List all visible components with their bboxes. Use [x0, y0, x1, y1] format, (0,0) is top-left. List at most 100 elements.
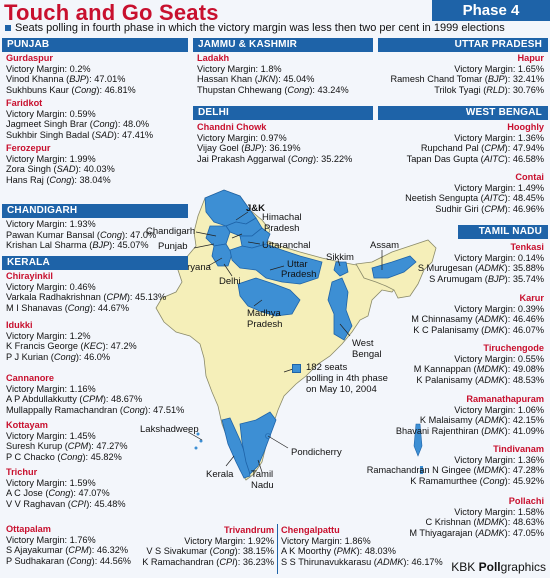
lakshadweep-dots [196, 432, 200, 436]
leader-line [253, 299, 263, 307]
section-header-wb: WEST BENGAL [378, 106, 548, 120]
candidate-runnerup: K Palanisamy (ADMK): 48.53% [416, 375, 544, 386]
map-label-lakshadweep: Lakshadweep [140, 424, 199, 435]
credit-prefix: KBK [451, 560, 479, 574]
wb-region [327, 277, 353, 341]
map-label-jk: J&K [246, 203, 266, 214]
candidate-winner: S Ajayakumar (CPM): 46.32% [6, 545, 129, 556]
candidate-runnerup: M Thiyagarajan (ADMK): 47.05% [409, 528, 544, 539]
map-label-up: Uttar [287, 259, 308, 270]
subtitle: Seats polling in fourth phase in which t… [5, 22, 505, 34]
seat-name: Gurdaspur [6, 53, 53, 63]
victory-margin: Victory Margin: 1.2% [6, 330, 91, 341]
leader-line [223, 263, 233, 277]
map-label-tn: Tamil [251, 469, 274, 480]
seat-block-karur: Karur Victory Margin: 0.39% M Chinnasamy… [411, 293, 544, 336]
seat-name: Chengalpattu [281, 525, 340, 535]
leader-line [257, 459, 263, 473]
seat-block-contai: Contai Victory Margin: 1.49% Neetish Sen… [405, 172, 544, 215]
seat-name: Tindivanam [493, 444, 544, 454]
victory-margin: Victory Margin: 1.45% [6, 430, 96, 441]
candidate-winner: A C Jose (Cong): 47.07% [6, 488, 110, 499]
victory-margin: Victory Margin: 1.86% [281, 535, 371, 546]
seat-block-cannanore: Cannanore Victory Margin: 1.16% A P Abdu… [6, 373, 184, 416]
seat-name: Faridkot [6, 98, 43, 108]
candidate-runnerup: Bhavani Rajenthiran (DMK): 41.09% [395, 426, 544, 437]
section-header-chandigarh: CHANDIGARH [2, 204, 188, 218]
candidate-winner: Suresh Kurup (CPM): 47.27% [6, 441, 128, 452]
sikkim-region [333, 261, 349, 277]
candidate-winner: A K Moorthy (PMK): 48.03% [281, 546, 396, 557]
seat-block-tenkasi: Tenkasi Victory Margin: 0.14% S Murugesa… [418, 242, 544, 285]
lakshadweep-dots [194, 446, 198, 450]
candidate-runnerup: K C Palanisamy (DMK): 46.07% [413, 325, 544, 336]
legend-line: 182 seats [306, 362, 348, 373]
map-label-mp: Pradesh [247, 319, 283, 330]
map-label-up: Pradesh [281, 269, 317, 280]
candidate-runnerup: P J Kurian (Cong): 46.0% [6, 352, 111, 363]
seat-block-ramanathapuram: Ramanathapuram Victory Margin: 1.06% K M… [396, 394, 544, 437]
candidate-runnerup: Sukhbir Singh Badal (SAD): 47.41% [6, 130, 154, 141]
candidate-winner: Vijay Goel (BJP): 36.19% [197, 143, 301, 154]
candidate-winner: C Krishnan (MDMK): 48.63% [425, 517, 544, 528]
candidate-winner: K Malaisamy (ADMK): 42.15% [419, 415, 544, 426]
seat-block-hooghly: Hooghly Victory Margin: 1.36% Rupchand P… [407, 122, 544, 165]
legend-line: polling in 4th phase [306, 373, 388, 384]
leader-line [247, 241, 261, 245]
candidate-runnerup: M I Shanavas (Cong): 44.67% [6, 303, 130, 314]
leader-line [195, 231, 217, 237]
leader-line [267, 435, 289, 449]
phase-badge: Phase 4 [432, 0, 550, 21]
victory-margin: Victory Margin: 0.46% [6, 281, 96, 292]
kerala-region [221, 417, 251, 479]
seat-block-kottayam: Kottayam Victory Margin: 1.45% Suresh Ku… [6, 420, 128, 463]
up-region [229, 243, 323, 285]
map-label-chandigarh: Chandigarh [146, 226, 196, 237]
seat-name: Cannanore [6, 373, 54, 383]
seat-block-tiruchengode: Tiruchengode Victory Margin: 0.55% M Kan… [414, 343, 544, 386]
victory-margin: Victory Margin: 0.97% [197, 132, 287, 143]
candidate-runnerup: Hans Raj (Cong): 38.04% [6, 175, 111, 186]
victory-margin: Victory Margin: 1.36% [454, 454, 544, 465]
andaman-islands [413, 423, 423, 457]
seat-block-hapur: Hapur Victory Margin: 1.65% Ramesh Chand… [390, 53, 544, 96]
candidate-winner: V S Sivakumar (Cong): 38.15% [146, 546, 274, 557]
map-label-tn: Nadu [251, 480, 274, 491]
seat-block-chandigarh: Victory Margin: 1.93% Pawan Kumar Bansal… [6, 219, 156, 251]
section-header-up: UTTAR PRADESH [378, 38, 548, 52]
victory-margin: Victory Margin: 1.99% [6, 153, 96, 164]
candidate-winner: Neetish Sengupta (AITC): 48.45% [405, 193, 544, 204]
leader-line [231, 233, 243, 239]
tn-region [239, 411, 277, 475]
candidate-runnerup: Tapan Das Gupta (AITC): 46.58% [406, 154, 544, 165]
section-header-tn: TAMIL NADU [458, 225, 548, 239]
seat-name: Chirayinkil [6, 271, 53, 281]
seat-name: Tiruchengode [483, 343, 544, 353]
map-label-assam: Assam [370, 240, 400, 251]
seat-block-ladakh: Ladakh Victory Margin: 1.8% Hassan Khan … [197, 53, 349, 96]
seat-name: Trivandrum [223, 525, 274, 535]
seat-block-trivandrum: Trivandrum Victory Margin: 1.92% V S Siv… [142, 525, 274, 568]
section-header-delhi: DELHI [193, 106, 373, 120]
seat-block-pollachi: Pollachi Victory Margin: 1.58% C Krishna… [409, 496, 544, 539]
victory-margin: Victory Margin: 0.55% [454, 353, 544, 364]
map-label-himachal: Pradesh [264, 223, 300, 234]
candidate-winner: M Kannappan (MDMK): 49.08% [413, 364, 544, 375]
seat-block-ferozepur: Ferozepur Victory Margin: 1.99% Zora Sin… [6, 143, 115, 186]
candidate-runnerup: P Sudhakaran (Cong): 44.56% [6, 556, 131, 567]
victory-margin: Victory Margin: 1.16% [6, 383, 96, 394]
leader-line [269, 265, 285, 271]
candidate-runnerup: K Ramachandran (CPI): 36.23% [142, 557, 274, 568]
nicobar-islands [420, 466, 423, 474]
map-label-uttaranchal: Uttaranchal [262, 240, 311, 251]
victory-margin: Victory Margin: 1.92% [184, 535, 274, 546]
legend-line: on May 10, 2004 [306, 384, 377, 395]
map-label-pondicherry: Pondicherry [291, 447, 342, 458]
victory-margin: Victory Margin: 1.06% [454, 404, 544, 415]
seat-name: Ferozepur [6, 143, 51, 153]
section-header-kerala: KERALA [2, 256, 188, 270]
victory-margin: Victory Margin: 1.65% [454, 63, 544, 74]
candidate-winner: Pawan Kumar Bansal (Cong): 47.0% [6, 229, 157, 240]
map-label-delhi: Delhi [219, 276, 241, 287]
